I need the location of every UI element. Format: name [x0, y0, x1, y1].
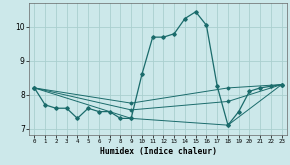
X-axis label: Humidex (Indice chaleur): Humidex (Indice chaleur)	[99, 147, 217, 156]
